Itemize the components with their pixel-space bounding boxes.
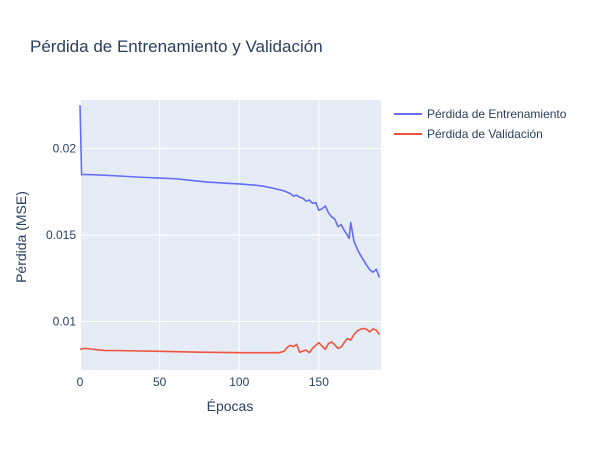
legend-label-1: Pérdida de Entrenamiento bbox=[427, 107, 567, 121]
legend-label-2: Pérdida de Validación bbox=[427, 127, 543, 141]
x-tick-label: 0 bbox=[77, 375, 84, 389]
y-tick-label: 0.015 bbox=[46, 228, 76, 242]
x-tick-label: 100 bbox=[229, 375, 249, 389]
y-tick-label: 0.02 bbox=[53, 141, 77, 155]
x-tick-label: 150 bbox=[309, 375, 329, 389]
x-tick-label: 50 bbox=[153, 375, 167, 389]
y-tick-label: 0.01 bbox=[53, 315, 77, 329]
y-axis-title: Pérdida (MSE) bbox=[13, 191, 29, 283]
chart-title: Pérdida de Entrenamiento y Validación bbox=[30, 37, 323, 56]
x-axis-title: Épocas bbox=[207, 398, 254, 414]
